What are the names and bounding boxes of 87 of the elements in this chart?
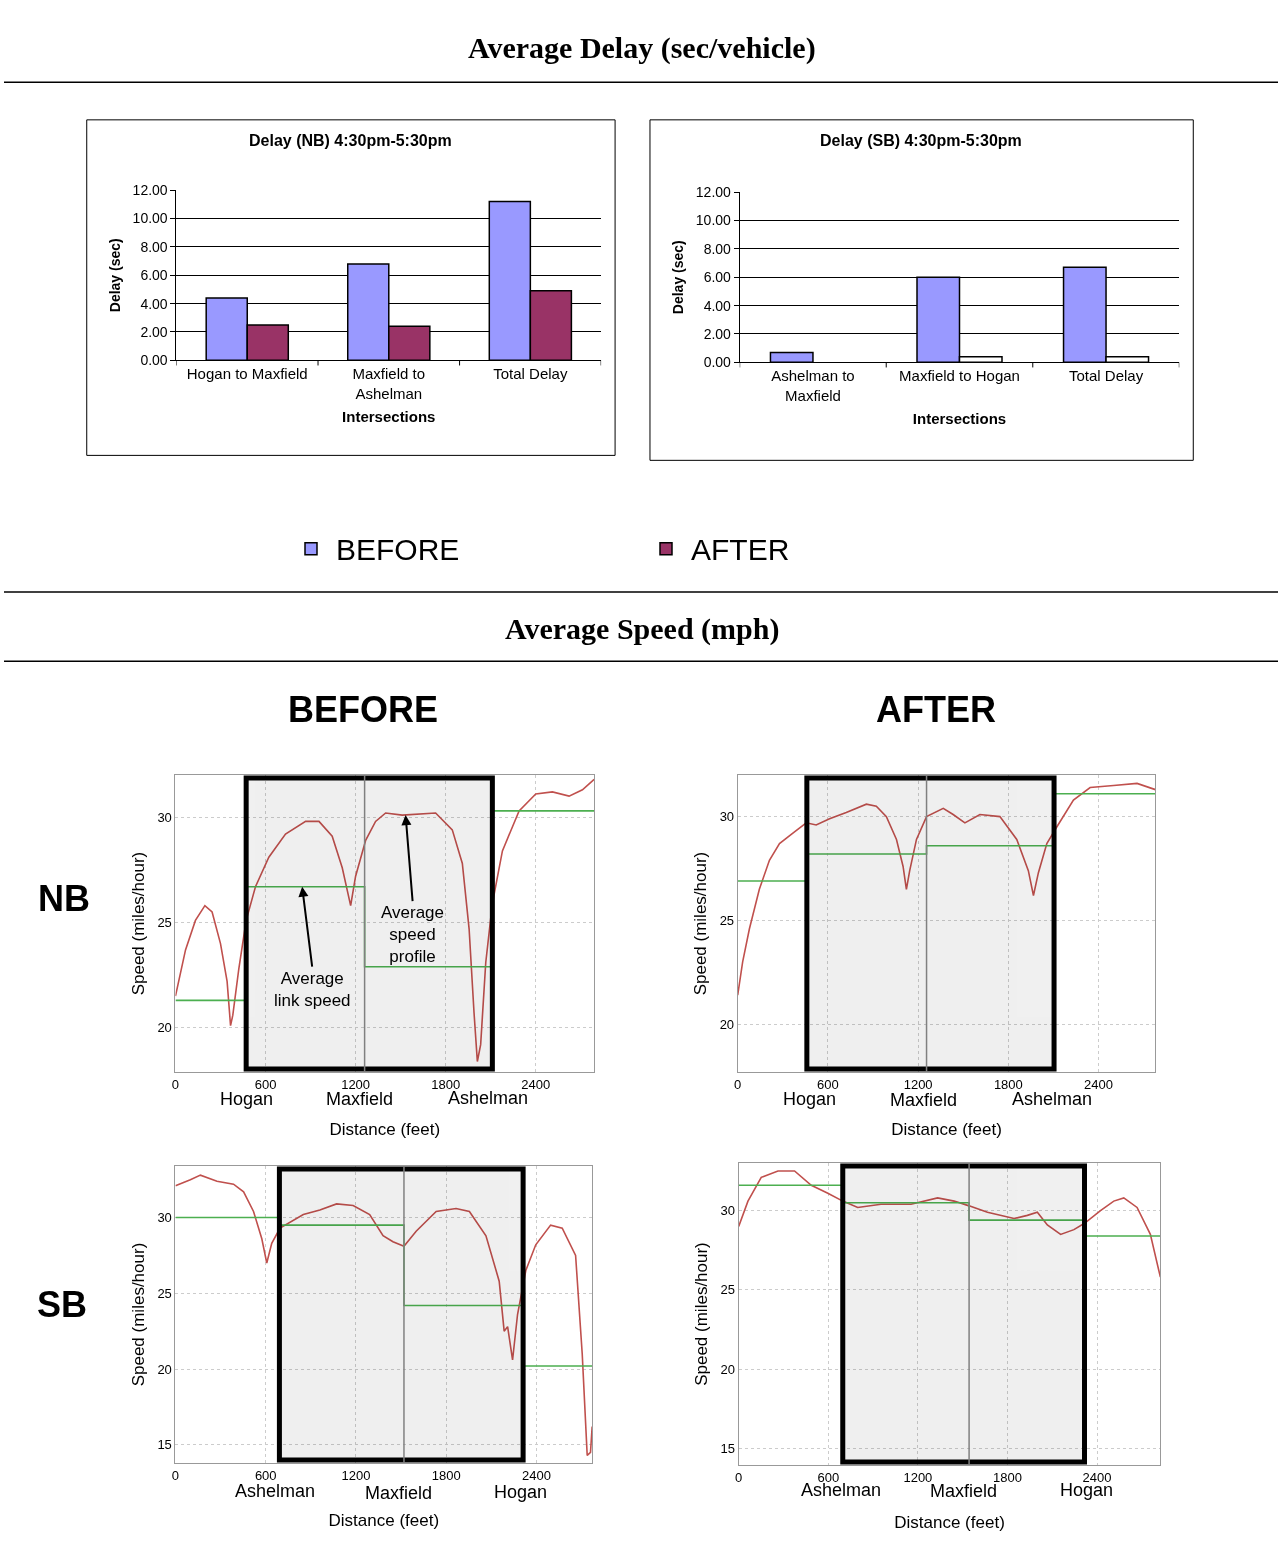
x-tick-label: Hogan to Maxfield xyxy=(186,365,308,383)
text: Hogan xyxy=(783,1089,837,1109)
x-axis-title: Intersections xyxy=(912,409,1007,427)
y-tick-label: 30 xyxy=(719,809,735,825)
y-tick-label: 25 xyxy=(157,915,172,931)
y-tick-label: 8.00 xyxy=(140,238,168,255)
y-tick-label: 2.00 xyxy=(140,323,168,340)
x-tick-label: 1200 xyxy=(903,1469,933,1485)
x-axis-title: Distance (feet) xyxy=(328,1510,440,1530)
text: Ashelman xyxy=(1012,1089,1093,1109)
text: Maxfield xyxy=(890,1090,958,1110)
x-tick-label: 0 xyxy=(171,1076,180,1092)
y-tick-label: 12.00 xyxy=(132,182,168,199)
x-tick-label: 1800 xyxy=(431,1467,461,1483)
text: Average Delay (sec/vehicle) xyxy=(468,31,816,65)
annotation: Average speed profile xyxy=(381,903,445,967)
text: Hogan xyxy=(220,1089,274,1109)
y-tick-label: 4.00 xyxy=(140,295,168,312)
x-axis-title: Intersections xyxy=(342,407,436,425)
x-tick-label: Maxfield to Hogan xyxy=(899,367,1020,385)
x-tick-label: 2400 xyxy=(1084,1076,1114,1092)
y-tick-label: 25 xyxy=(720,1282,736,1298)
y-tick-label: 12.00 xyxy=(695,184,732,200)
y-tick-label: 25 xyxy=(157,1285,172,1301)
x-axis-title: Distance (feet) xyxy=(329,1120,441,1140)
legend-label: BEFORE xyxy=(336,533,460,567)
x-tick-label: 0 xyxy=(734,1076,742,1092)
y-tick-label: 15 xyxy=(720,1440,736,1456)
y-tick-label: 0.00 xyxy=(140,352,168,369)
x-tick-label: 600 xyxy=(254,1467,277,1483)
line-series xyxy=(175,778,595,1063)
y-tick-label: 6.00 xyxy=(703,269,732,286)
y-tick-label: 20 xyxy=(157,1361,172,1377)
x-tick-label: 1200 xyxy=(903,1076,933,1092)
x-tick-label: 600 xyxy=(254,1076,277,1092)
x-tick-label: 0 xyxy=(171,1467,180,1483)
y-tick-label: 4.00 xyxy=(703,297,732,314)
x-tick-label: 1800 xyxy=(993,1076,1023,1092)
x-tick-label: Total Delay xyxy=(493,365,568,383)
y-tick-label: 20 xyxy=(720,1361,736,1377)
y-tick-label: 10.00 xyxy=(132,210,168,227)
y-tick-label: 20 xyxy=(157,1020,172,1036)
x-tick-label: 600 xyxy=(817,1076,839,1092)
y-axis-title: Delay (sec) xyxy=(107,238,124,313)
y-axis-title: Speed (miles/hour) xyxy=(128,1242,148,1387)
text: Hogan xyxy=(494,1482,548,1502)
x-tick-label: Total Delay xyxy=(1068,367,1144,385)
y-tick-label: 10.00 xyxy=(695,212,732,229)
text: Ashelman xyxy=(235,1481,316,1501)
legend-label: AFTER xyxy=(691,533,790,567)
text: NB xyxy=(38,878,90,919)
text: BEFORE xyxy=(288,689,439,730)
line-series xyxy=(737,782,1156,996)
y-tick-label: 2.00 xyxy=(703,325,732,342)
annotation: Average link speed xyxy=(274,969,351,1011)
line-series xyxy=(738,1170,1161,1278)
x-tick-label: 1200 xyxy=(341,1076,371,1092)
y-tick-label: 8.00 xyxy=(703,240,732,257)
x-tick-label: 2400 xyxy=(522,1467,551,1483)
chart-title: Delay (NB) 4:30pm-5:30pm xyxy=(249,132,452,149)
x-axis-title: Distance (feet) xyxy=(894,1512,1005,1532)
y-tick-label: 20 xyxy=(719,1016,735,1032)
text: SB xyxy=(37,1284,88,1325)
line-series xyxy=(175,1174,593,1457)
text: Maxfield xyxy=(326,1089,394,1109)
text: Average Speed (mph) xyxy=(505,612,780,646)
x-tick-label: Ashelman to Maxfield xyxy=(771,367,855,404)
x-axis-title: Distance (feet) xyxy=(891,1120,1002,1140)
y-axis-title: Delay (sec) xyxy=(670,240,687,315)
text: AFTER xyxy=(876,689,996,730)
chart-title: Delay (SB) 4:30pm-5:30pm xyxy=(820,132,1022,149)
text: Ashelman xyxy=(801,1480,882,1500)
y-axis-title: Speed (miles/hour) xyxy=(692,1242,712,1386)
x-tick-label: Maxfield to Ashelman xyxy=(352,365,426,402)
y-tick-label: 15 xyxy=(157,1437,172,1453)
x-tick-label: 1200 xyxy=(341,1467,371,1483)
x-tick-label: 0 xyxy=(735,1469,743,1485)
y-tick-label: 30 xyxy=(720,1203,736,1219)
text: Maxfield xyxy=(365,1483,433,1503)
x-tick-label: 2400 xyxy=(1082,1469,1112,1485)
y-axis-title: Speed (miles/hour) xyxy=(128,851,148,996)
y-tick-label: 6.00 xyxy=(140,267,168,284)
y-tick-label: 30 xyxy=(157,809,172,825)
y-tick-label: 30 xyxy=(157,1210,172,1226)
y-tick-label: 25 xyxy=(719,912,735,928)
y-axis-title: Speed (miles/hour) xyxy=(691,851,711,996)
y-tick-label: 0.00 xyxy=(703,354,732,371)
